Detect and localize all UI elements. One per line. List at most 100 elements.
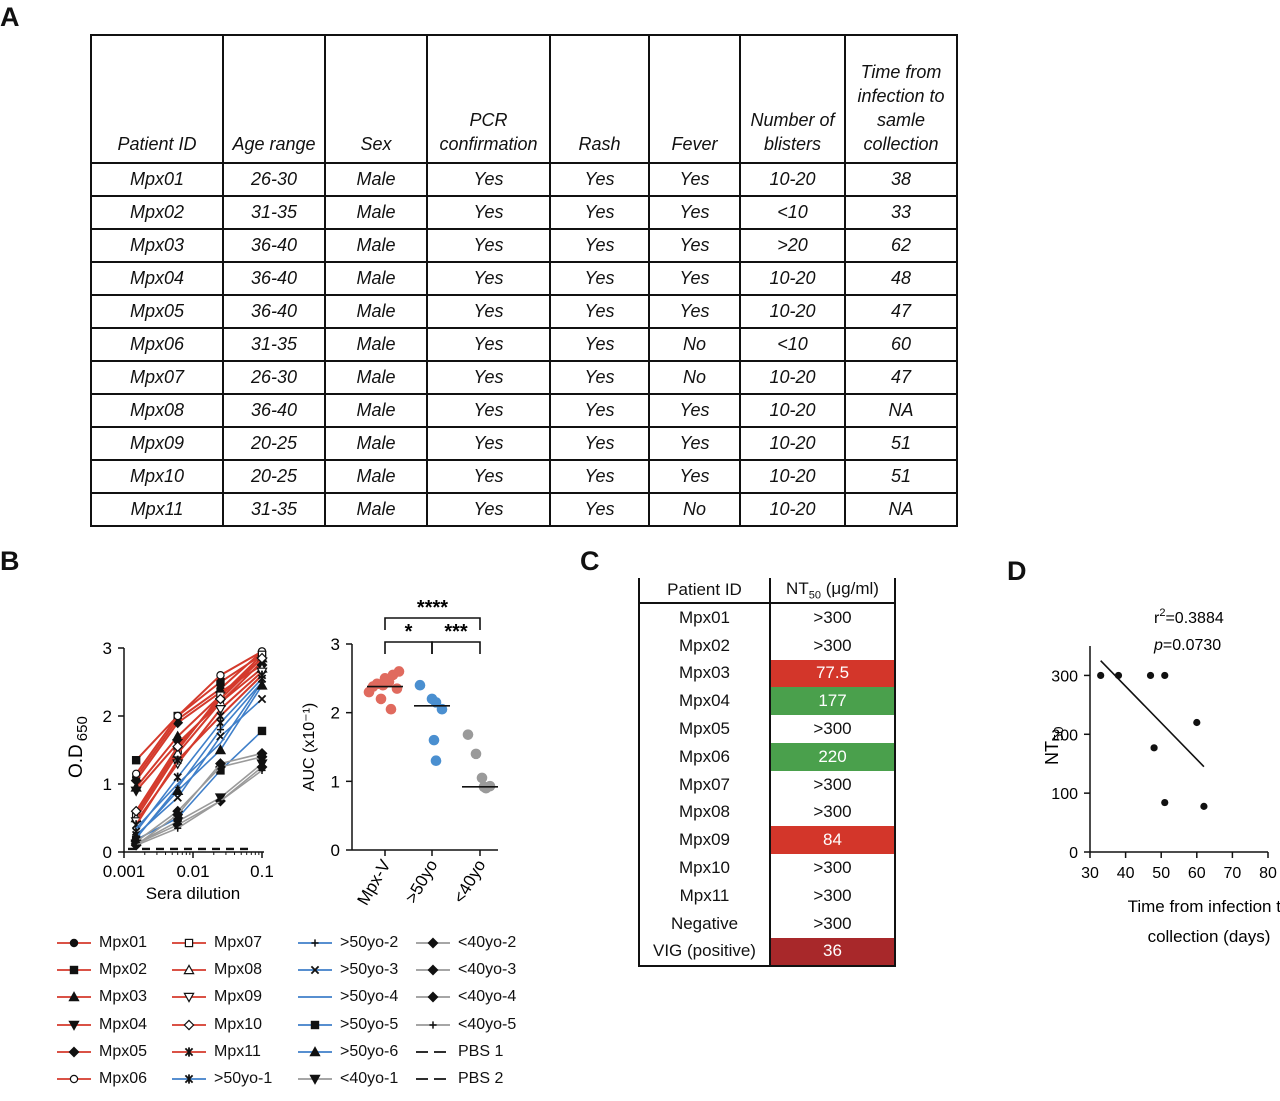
table-cell: NA [844, 393, 958, 428]
series-point [173, 772, 182, 782]
table-cell: Mpx11 [90, 492, 224, 527]
y-axis-title: NT50 [1042, 727, 1066, 765]
table-cell: Yes [549, 393, 650, 428]
legend-item: Mpx04 [55, 1015, 147, 1035]
series-point [172, 741, 184, 753]
legend-swatch [416, 937, 450, 949]
legend-swatch [172, 1074, 206, 1084]
table-cell: Male [324, 162, 428, 197]
legend-label: Mpx03 [99, 988, 148, 1006]
legend-label: <40yo-3 [458, 961, 517, 979]
legend-swatch [298, 965, 332, 975]
y-axis-title-main: O.D [66, 744, 87, 778]
x-tick-label: Mpx-V [353, 856, 394, 909]
legend-swatch [57, 1046, 91, 1058]
table-cell: Yes [426, 459, 551, 494]
legend-label: >50yo-5 [340, 1015, 399, 1033]
auc-point [462, 729, 474, 740]
nt50-table: Patient ID NT50 (μg/ml) Mpx01 >300 Mpx02 >3… [638, 578, 896, 968]
legend-item: >50yo-2 [296, 933, 398, 953]
table-cell: Yes [426, 228, 551, 263]
legend-item: <40yo-4 [414, 987, 516, 1007]
legend-swatch [172, 938, 206, 948]
significance-label: * [405, 621, 413, 643]
nt50-value: 177 [770, 687, 896, 716]
regression-line [1100, 660, 1205, 768]
table-cell: Mpx09 [90, 426, 224, 461]
legend-item: >50yo-4 [296, 987, 398, 1007]
legend-item: PBS 1 [414, 1042, 503, 1062]
legend-item: >50yo-6 [296, 1042, 398, 1062]
col-header-pcr: PCR confirmation [426, 34, 551, 164]
table-row: Mpx06 31-35 Male Yes Yes No <10 60 [90, 327, 958, 362]
table-cell: Yes [549, 261, 650, 296]
legend-marker [69, 965, 79, 975]
legend-marker [310, 1020, 320, 1029]
series-point [173, 755, 182, 765]
table-cell: Mpx03 [90, 228, 224, 263]
nt50-row: Mpx10 >300 [638, 854, 896, 882]
table-cell: 36-40 [222, 294, 326, 329]
legend-marker [427, 991, 439, 1003]
legend-item: Mpx01 [55, 933, 147, 953]
table-cell: 26-30 [222, 360, 326, 395]
x-axis-title-line2: collection (days) [1148, 927, 1271, 946]
series-point [258, 766, 266, 774]
nt50-patient-id: Mpx10 [638, 854, 771, 882]
table-cell: Yes [549, 294, 650, 329]
nt50-row: Mpx01 >300 [638, 603, 896, 632]
auc-point [480, 782, 492, 794]
legend-item: Mpx05 [55, 1042, 147, 1062]
table-cell: 33 [844, 195, 958, 230]
series-point [257, 726, 267, 736]
legend-swatch [57, 965, 91, 975]
legend-item: Mpx02 [55, 960, 147, 980]
legend-label: Mpx10 [214, 1015, 263, 1033]
legend-marker [69, 938, 79, 948]
table-cell: Mpx05 [90, 294, 224, 329]
table-cell: Yes [648, 426, 741, 461]
col-header-patient-id: Patient ID [90, 34, 224, 164]
table-cell: NA [844, 492, 958, 527]
series-line [135, 678, 263, 833]
patient-characteristics-table: Patient ID Age range Sex PCR confirmatio… [90, 34, 958, 527]
legend-label: Mpx04 [99, 1015, 148, 1033]
y-axis-title-sub: 650 [74, 716, 91, 741]
legend-swatch [298, 1074, 332, 1085]
legend-item: Mpx07 [170, 933, 262, 953]
x-tick-label: <40yo [450, 857, 490, 907]
legend-label: Mpx09 [214, 988, 263, 1006]
legend-item: <40yo-5 [414, 1015, 516, 1035]
series-point [172, 784, 184, 795]
series-point [216, 718, 225, 728]
series-point [173, 793, 182, 802]
nt50-patient-id: Mpx07 [638, 770, 771, 799]
scatter-point [1146, 671, 1155, 680]
nt50-value: >300 [770, 770, 896, 799]
legend-marker [183, 964, 195, 975]
table-cell: 51 [844, 459, 958, 494]
table-cell: Yes [648, 294, 741, 329]
nt50-value: 84 [770, 826, 896, 855]
nt50-value: >300 [770, 603, 896, 632]
table-cell: Yes [426, 294, 551, 329]
legend-label: Mpx02 [99, 961, 148, 979]
series-point [173, 711, 182, 721]
legend-marker [309, 1074, 321, 1085]
legend-label: Mpx05 [99, 1042, 148, 1060]
table-cell: 10-20 [739, 393, 846, 428]
table-cell: Yes [549, 459, 650, 494]
table-cell: Yes [549, 426, 650, 461]
series-point [131, 756, 141, 765]
r-squared-label: r2=0.3884 [1154, 607, 1224, 627]
table-cell: Mpx04 [90, 261, 224, 296]
significance-bracket [384, 617, 481, 630]
table-header-row: Patient ID Age range Sex PCR confirmatio… [90, 34, 958, 164]
nt50-value: 36 [770, 937, 896, 968]
nt50-header-row: Patient ID NT50 (μg/ml) [638, 578, 896, 604]
series-line [135, 667, 263, 819]
legend-marker [183, 1019, 195, 1031]
table-cell: Male [324, 426, 428, 461]
legend-item: <40yo-1 [296, 1069, 398, 1089]
